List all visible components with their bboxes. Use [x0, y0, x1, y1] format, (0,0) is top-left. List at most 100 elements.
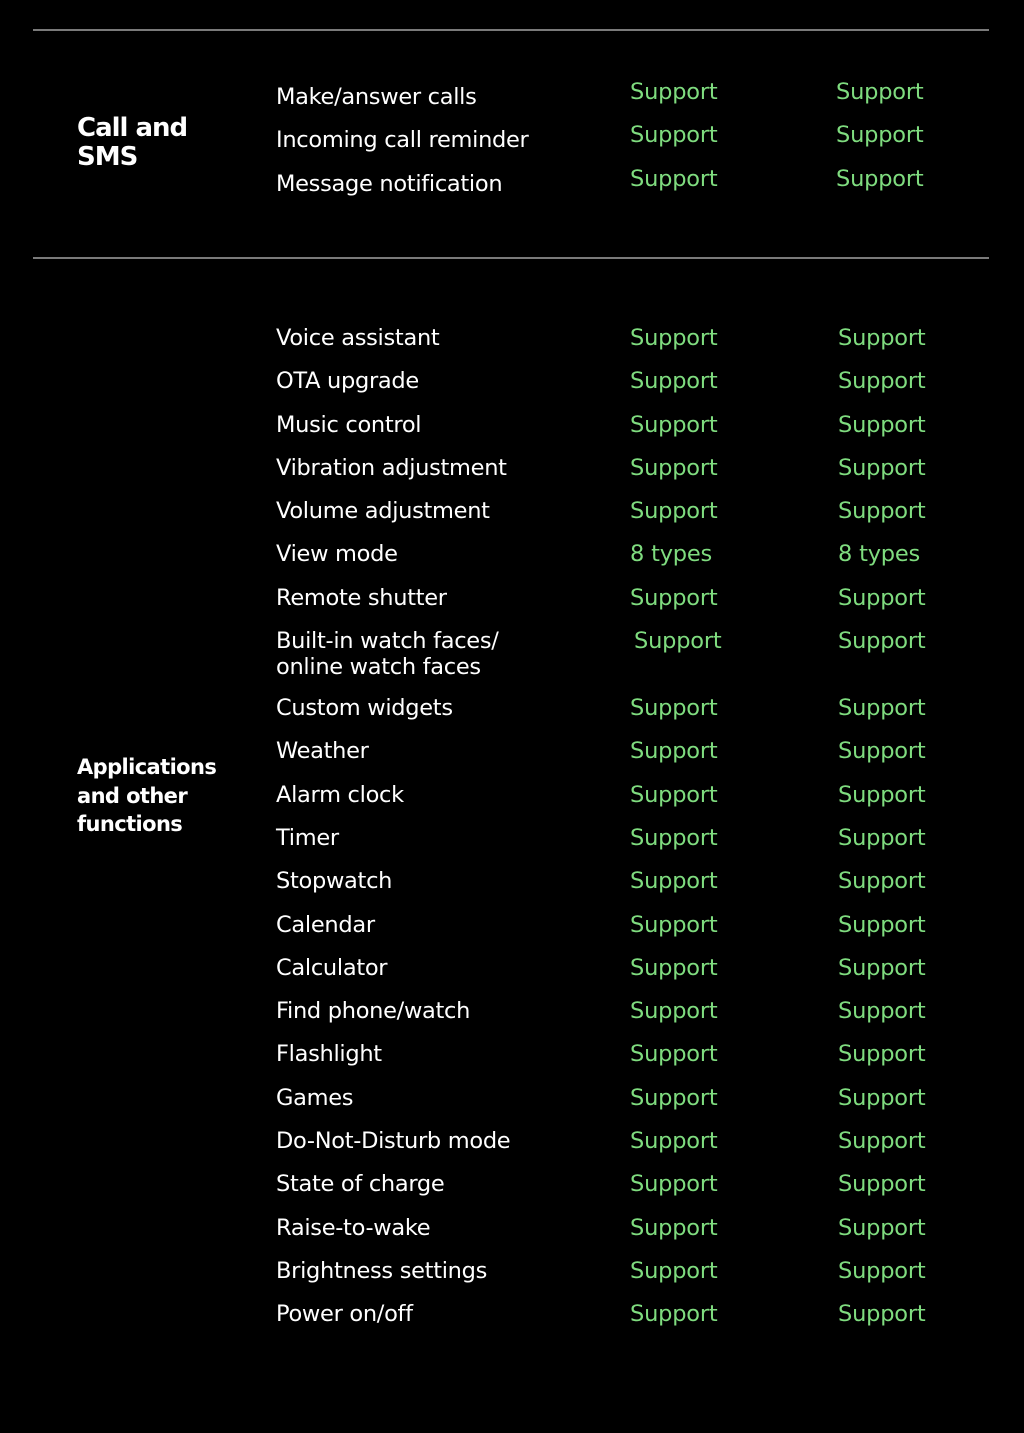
feature-row: Vibration adjustment Support Support [276, 455, 976, 511]
support-value-model-2: Support [838, 1128, 926, 1155]
support-value-model-2: Support [838, 368, 926, 395]
feature-name: Incoming call reminder [276, 127, 529, 154]
feature-row: Calculator Support Support [276, 955, 976, 1011]
feature-row: Make/answer calls Support Support [276, 79, 976, 127]
support-value-model-1: Support [630, 79, 718, 105]
support-value-model-1: Support [630, 1084, 718, 1111]
feature-row: Message notification Support Support [276, 166, 976, 214]
feature-name: Weather [276, 738, 369, 765]
feature-row: Custom widgets Support Support [276, 695, 976, 751]
support-value-model-1: 8 types [630, 541, 713, 568]
support-value-model-1: Support [630, 1214, 718, 1241]
feature-row: Stopwatch Support Support [276, 868, 976, 924]
feature-name: Voice assistant [276, 325, 440, 351]
feature-row: Timer Support Support [276, 825, 976, 881]
feature-row: Built-in watch faces/ online watch faces… [276, 628, 976, 708]
support-value-model-2: Support [838, 781, 926, 808]
feature-row: Alarm clock Support Support [276, 782, 976, 838]
section-label-applications: Applications and other functions [77, 755, 217, 836]
support-value-model-1: Support [630, 584, 718, 611]
feature-name: Power on/off [276, 1301, 413, 1328]
support-value-model-2: Support [836, 165, 924, 192]
feature-row: Calendar Support Support [276, 912, 976, 968]
support-value-model-1: Support [630, 911, 718, 938]
feature-name: Vibration adjustment [276, 454, 507, 481]
support-value-model-2: Support [838, 998, 926, 1025]
support-value-model-2: Support [838, 824, 926, 851]
support-value-model-1: Support [630, 165, 718, 192]
support-value-model-2: Support [838, 954, 926, 981]
feature-name: Calendar [276, 911, 375, 938]
feature-name: Built-in watch faces/ online watch faces [276, 628, 499, 681]
support-value-model-2: Support [838, 411, 926, 438]
support-value-model-2: Support [838, 1041, 926, 1068]
feature-row: Find phone/watch Support Support [276, 998, 976, 1054]
support-value-model-1: Support [630, 1257, 718, 1284]
feature-name: Calculator [276, 954, 388, 981]
feature-name: Alarm clock [276, 781, 404, 808]
support-value-model-2: Support [838, 868, 926, 895]
feature-row: Incoming call reminder Support Support [276, 122, 976, 170]
applications-feature-list: Voice assistant Support Support OTA upgrade… [276, 325, 976, 1358]
support-value-model-1: Support [630, 1171, 718, 1198]
support-value-model-2: Support [838, 498, 926, 525]
support-value-model-1: Support [634, 628, 722, 655]
support-value-model-2: Support [836, 122, 924, 149]
support-value-model-2: Support [836, 79, 924, 105]
support-value-model-1: Support [630, 998, 718, 1025]
feature-row: OTA upgrade Support Support [276, 368, 976, 424]
divider-middle [33, 257, 989, 259]
feature-name: Brightness settings [276, 1257, 488, 1284]
feature-row: Volume adjustment Support Support [276, 498, 976, 554]
feature-row: Music control Support Support [276, 412, 976, 468]
support-value-model-1: Support [630, 498, 718, 525]
support-value-model-1: Support [630, 411, 718, 438]
support-value-model-2: Support [838, 1214, 926, 1241]
support-value-model-1: Support [630, 954, 718, 981]
feature-name: Timer [276, 824, 339, 851]
support-value-model-1: Support [630, 1301, 718, 1328]
support-value-model-1: Support [630, 1041, 718, 1068]
support-value-model-2: Support [838, 325, 926, 351]
support-value-model-2: Support [838, 1301, 926, 1328]
feature-name: View mode [276, 541, 398, 568]
feature-row: Brightness settings Support Support [276, 1258, 976, 1314]
feature-name: Make/answer calls [276, 84, 477, 110]
feature-name: Remote shutter [276, 584, 447, 611]
section-label-call-sms: Call and SMS [77, 113, 188, 172]
support-value-model-1: Support [630, 824, 718, 851]
support-value-model-2: Support [838, 584, 926, 611]
support-value-model-2: Support [838, 1084, 926, 1111]
feature-name: Find phone/watch [276, 998, 471, 1025]
feature-row: Flashlight Support Support [276, 1041, 976, 1097]
feature-row: Raise-to-wake Support Support [276, 1215, 976, 1271]
feature-row: Voice assistant Support Support [276, 325, 976, 381]
feature-row: Games Support Support [276, 1085, 976, 1141]
feature-name: Games [276, 1084, 354, 1111]
feature-name: OTA upgrade [276, 368, 419, 395]
feature-row: Remote shutter Support Support [276, 585, 976, 641]
support-value-model-1: Support [630, 368, 718, 395]
support-value-model-2: Support [838, 911, 926, 938]
feature-row: State of charge Support Support [276, 1171, 976, 1227]
feature-name: Custom widgets [276, 695, 453, 722]
feature-name: Flashlight [276, 1041, 382, 1068]
support-value-model-1: Support [630, 1128, 718, 1155]
support-value-model-2: Support [838, 1171, 926, 1198]
support-value-model-1: Support [630, 695, 718, 722]
support-value-model-2: Support [838, 738, 926, 765]
support-value-model-2: Support [838, 695, 926, 722]
feature-row: Power on/off Support Support [276, 1301, 976, 1357]
feature-name: Raise-to-wake [276, 1214, 431, 1241]
feature-name: Stopwatch [276, 868, 393, 895]
feature-row: View mode 8 types 8 types [276, 541, 976, 597]
support-value-model-1: Support [630, 868, 718, 895]
feature-name: Volume adjustment [276, 498, 490, 525]
feature-row: Weather Support Support [276, 738, 976, 794]
support-value-model-1: Support [630, 454, 718, 481]
divider-top [33, 29, 989, 31]
support-value-model-2: Support [838, 628, 926, 655]
feature-name: State of charge [276, 1171, 445, 1198]
support-value-model-2: 8 types [838, 541, 921, 568]
feature-name: Do-Not-Disturb mode [276, 1128, 511, 1155]
